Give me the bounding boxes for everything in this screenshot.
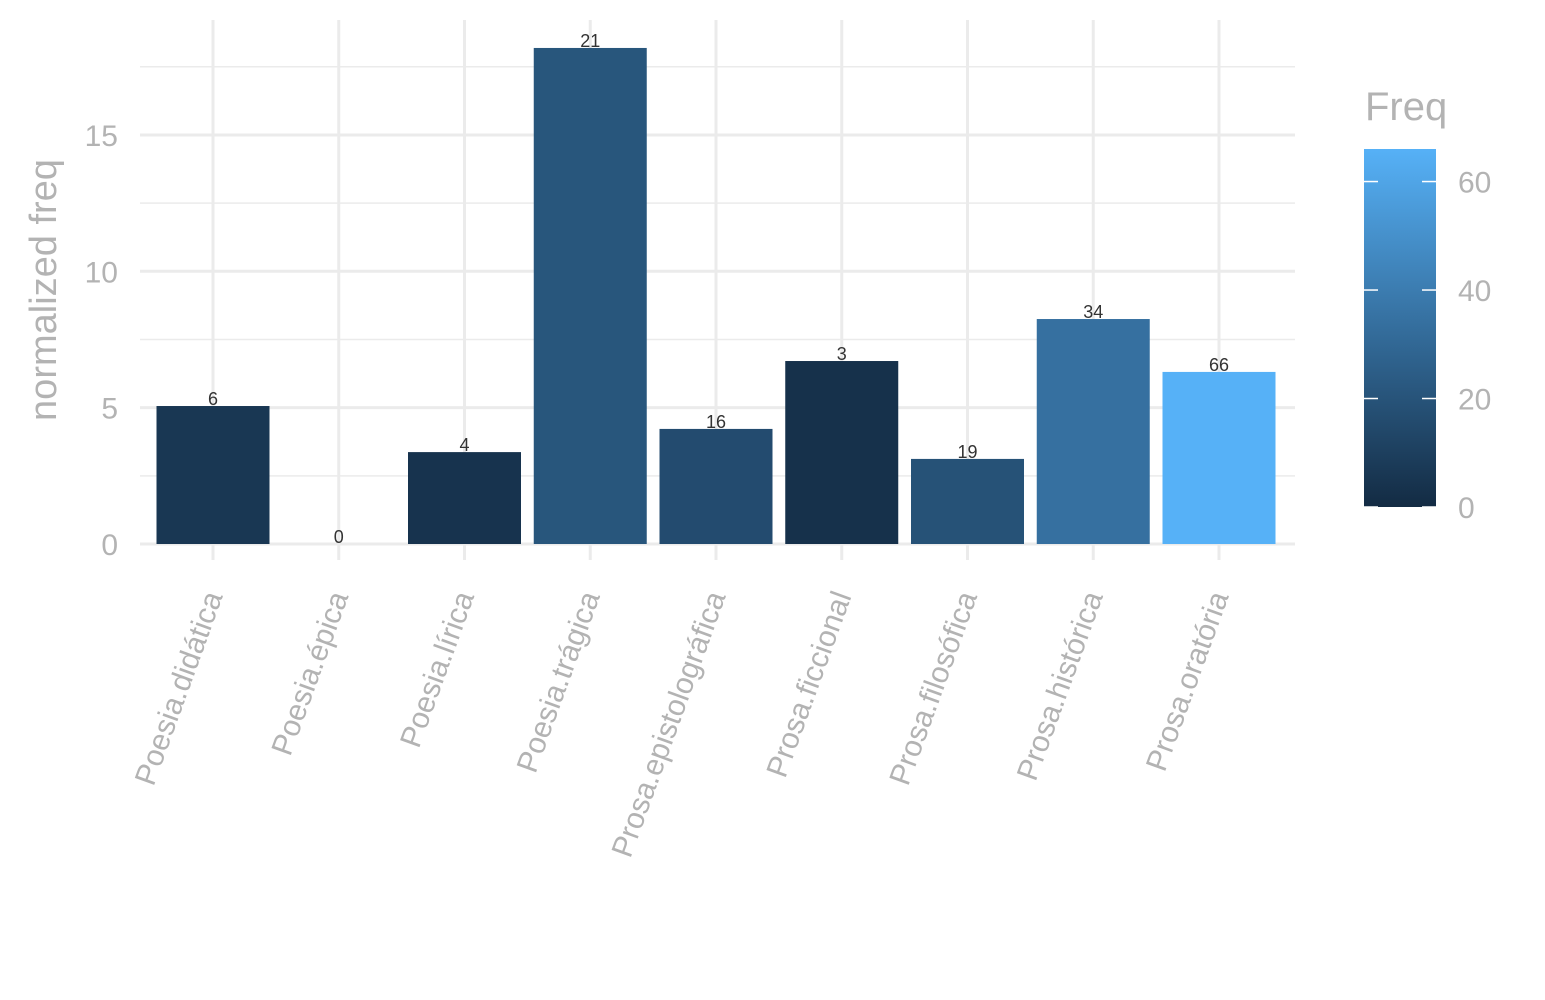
colorbar-ticks: 0 20 40 60 bbox=[1364, 167, 1491, 525]
y-tick-label: 0 bbox=[101, 529, 118, 562]
data-label: 0 bbox=[334, 527, 344, 547]
x-tick-label: Poesia.trágica bbox=[511, 587, 607, 777]
bar bbox=[1162, 371, 1276, 544]
bar bbox=[533, 47, 647, 544]
data-labels: 6 0 4 21 16 3 19 34 66 bbox=[208, 31, 1229, 547]
bar bbox=[785, 361, 899, 544]
colorbar-tick-label: 0 bbox=[1458, 492, 1475, 525]
data-label: 4 bbox=[459, 435, 469, 455]
y-tick-label: 15 bbox=[85, 120, 118, 153]
data-label: 16 bbox=[706, 412, 726, 432]
y-axis-title: normalized freq bbox=[23, 159, 65, 421]
x-tick-label: Poesia.épica bbox=[266, 587, 356, 760]
colorbar bbox=[1364, 149, 1436, 507]
colorbar-tick-label: 40 bbox=[1458, 275, 1491, 308]
bar bbox=[659, 428, 773, 544]
x-tick-label: Prosa.epistolográfica bbox=[606, 587, 733, 862]
data-label: 34 bbox=[1083, 302, 1103, 322]
bars bbox=[156, 47, 1276, 544]
x-tick-label: Prosa.filosófica bbox=[883, 587, 984, 790]
legend-title: Freq bbox=[1365, 85, 1447, 129]
colorbar-tick-label: 20 bbox=[1458, 384, 1491, 417]
x-tick-label: Prosa.oratória bbox=[1140, 587, 1236, 776]
y-axis-ticks: 0 5 10 15 bbox=[85, 120, 118, 562]
bar bbox=[156, 406, 270, 544]
legend: Freq 0 20 40 60 bbox=[1364, 85, 1491, 525]
y-tick-label: 5 bbox=[101, 393, 118, 426]
x-tick-label: Poesia.didática bbox=[129, 587, 230, 790]
colorbar-tick-label: 60 bbox=[1458, 167, 1491, 200]
y-tick-label: 10 bbox=[85, 256, 118, 289]
x-tick-label: Prosa.ficcional bbox=[761, 587, 859, 782]
x-axis-ticks: Poesia.didática Poesia.épica Poesia.lírica… bbox=[129, 587, 1236, 862]
data-label: 19 bbox=[957, 442, 977, 462]
data-label: 6 bbox=[208, 389, 218, 409]
data-label: 21 bbox=[580, 31, 600, 51]
x-tick-label: Poesia.lírica bbox=[394, 587, 481, 752]
bar bbox=[408, 452, 521, 544]
x-tick-label: Prosa.histórica bbox=[1011, 587, 1110, 785]
data-label: 66 bbox=[1209, 355, 1229, 375]
data-label: 3 bbox=[837, 344, 847, 364]
bar bbox=[911, 458, 1024, 544]
bar bbox=[1036, 319, 1150, 544]
